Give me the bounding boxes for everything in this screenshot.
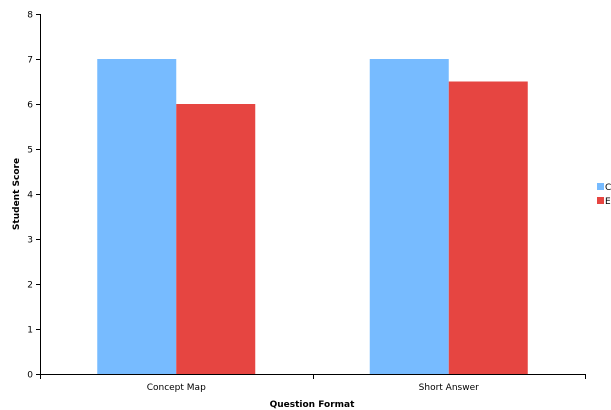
x-axis-title: Question Format: [270, 400, 355, 410]
y-tick-label: 4: [27, 191, 33, 201]
legend-label: E: [605, 197, 611, 207]
y-axis-title: Student Score: [12, 158, 22, 230]
bar-e-concept-map: [176, 104, 256, 374]
y-tick-label: 6: [27, 101, 33, 111]
y-tick-label: 1: [27, 326, 33, 336]
bar-e-short-answer: [448, 81, 528, 374]
y-tick-label: 7: [27, 56, 33, 66]
legend: CE: [597, 183, 611, 207]
y-tick-label: 2: [27, 281, 33, 291]
y-tick-label: 3: [27, 236, 33, 246]
legend-label: C: [605, 183, 611, 193]
bar-c-concept-map: [97, 59, 177, 374]
legend-swatch-e: [597, 197, 604, 204]
x-tick-label: Concept Map: [147, 383, 206, 393]
legend-swatch-c: [597, 183, 604, 190]
axes-layer: 0 1 2 3 4 5 6 7 8 Concept Map Short Answer: [27, 11, 586, 393]
bar-c-short-answer: [369, 59, 449, 374]
bars-layer: [97, 59, 528, 374]
y-tick-label: 5: [27, 146, 33, 156]
y-tick-label: 8: [27, 11, 33, 21]
y-tick-label: 0: [27, 371, 33, 381]
x-tick-label: Short Answer: [419, 383, 479, 393]
